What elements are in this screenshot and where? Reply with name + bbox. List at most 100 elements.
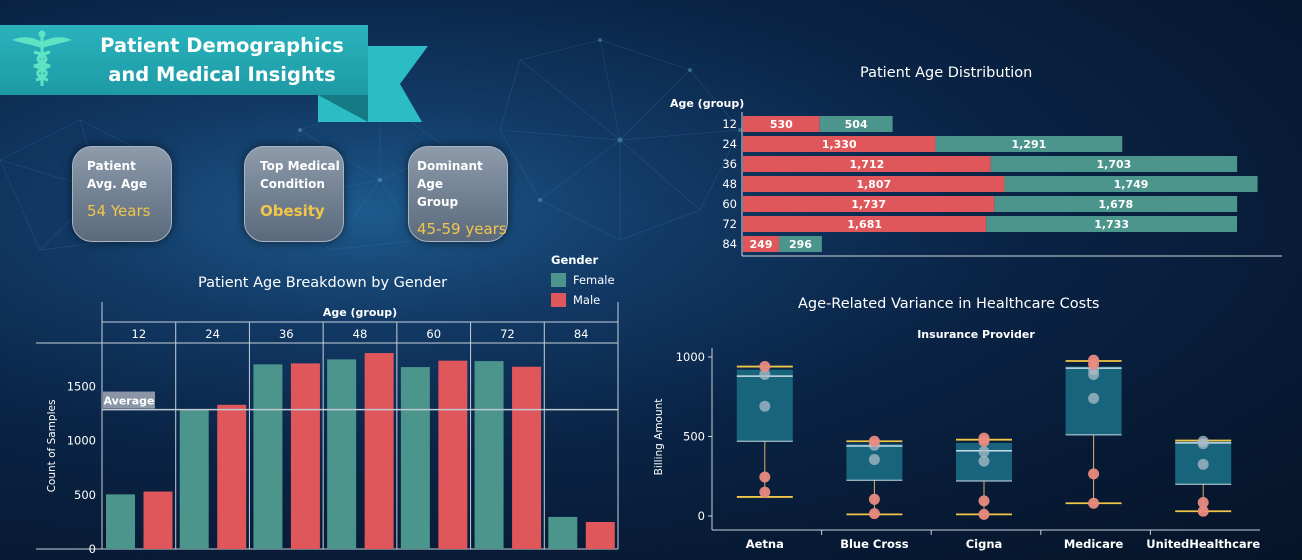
y-tick-label: 1000 <box>67 434 96 448</box>
bar-male <box>585 522 615 549</box>
data-point <box>759 400 771 412</box>
x-axis-title: Age (group) <box>323 306 397 319</box>
kpi-label: Top Medical Condition <box>260 159 340 191</box>
x-tick-label: UnitedHealthcare <box>1146 537 1260 551</box>
bar-segment-female <box>935 136 1123 152</box>
y-tick-label: 500 <box>74 488 96 502</box>
bar-male <box>364 353 394 549</box>
bar-segment-female <box>1004 176 1258 192</box>
y-tick-label: 500 <box>683 430 705 444</box>
legend-item-male: Male <box>551 293 615 307</box>
kpi-card-dominant-age: Dominant Age Group 45-59 years <box>408 146 508 242</box>
kpi-label: Patient Avg. Age <box>87 159 148 191</box>
bar-segment-male <box>743 176 1005 192</box>
x-tick-label: 84 <box>574 327 589 341</box>
y-tick-label: 0 <box>89 542 96 556</box>
data-label: 1,737 <box>851 198 886 211</box>
gender-breakdown-chart: Age (group) Count of Samples 0 500 1000 1500 1… <box>36 302 619 556</box>
x-tick-label: Medicare <box>1064 537 1124 551</box>
data-point <box>868 435 880 447</box>
kpi-card-top-condition: Top Medical Condition Obesity <box>244 146 344 242</box>
data-point <box>868 454 880 466</box>
data-label: 504 <box>845 118 868 131</box>
y-tick-label: 36 <box>722 157 737 171</box>
data-point <box>759 471 771 483</box>
bar-segment-female <box>990 156 1238 172</box>
data-label: 1,291 <box>1011 138 1046 151</box>
data-point <box>1088 497 1100 509</box>
age-distribution-chart: Age (group) 12 530 504 24 1,330 1,291 36 1,712 1,… <box>670 97 1282 257</box>
kpi-label: Dominant Age Group <box>417 159 483 209</box>
kpi-value: Obesity <box>260 202 325 220</box>
bar-male <box>217 404 247 549</box>
bar-segment-male <box>743 116 820 132</box>
data-label: 1,749 <box>1114 178 1149 191</box>
age-distribution-title: Patient Age Distribution <box>860 65 1033 81</box>
x-tick-label: 48 <box>353 327 368 341</box>
legend-item-female: Female <box>551 273 615 287</box>
data-label: 1,678 <box>1098 198 1133 211</box>
y-tick-label: 48 <box>722 177 737 191</box>
x-tick-label: 36 <box>279 327 294 341</box>
bar-female <box>400 367 430 549</box>
bar-segment-female <box>779 236 822 252</box>
bar-segment-female <box>986 216 1238 232</box>
x-tick-label: Aetna <box>746 537 784 551</box>
average-label-box <box>103 391 155 409</box>
y-tick-label: 60 <box>722 197 737 211</box>
data-label: 1,681 <box>847 218 882 231</box>
title-banner <box>0 25 368 95</box>
data-point <box>759 361 771 373</box>
data-point <box>1197 435 1209 447</box>
y-tick-label: 1500 <box>67 379 96 393</box>
legend-swatch <box>551 293 566 307</box>
bar-segment-male <box>743 136 936 152</box>
cost-variance-chart: Insurance Provider Billing Amount 0 500 1000… <box>653 328 1260 551</box>
data-label: 1,703 <box>1097 158 1132 171</box>
data-point <box>759 368 771 380</box>
y-tick-label: 24 <box>722 137 737 151</box>
x-tick-label: 60 <box>426 327 441 341</box>
dashboard-title: Patient Demographics and Medical Insight… <box>100 34 344 86</box>
data-point <box>868 508 880 520</box>
data-label: 249 <box>750 238 773 251</box>
bar-female <box>106 494 135 549</box>
bar-female <box>474 361 504 549</box>
data-label: 1,712 <box>849 158 884 171</box>
y-axis-title: Count of Samples <box>46 400 58 493</box>
gender-legend: Gender Female Male <box>551 253 615 313</box>
average-label: Average <box>104 395 155 408</box>
data-label: 1,330 <box>822 138 857 151</box>
gender-breakdown-title: Patient Age Breakdown by Gender <box>198 275 448 291</box>
data-point <box>1088 392 1100 404</box>
bar-segment-male <box>743 236 780 252</box>
legend-title: Gender <box>551 253 599 267</box>
data-label: 1,807 <box>856 178 891 191</box>
y-tick-label: 1000 <box>676 350 705 364</box>
cost-variance-title: Age-Related Variance in Healthcare Costs <box>798 296 1100 312</box>
kpi-card-avg-age: Patient Avg. Age 54 Years <box>72 146 172 242</box>
data-point <box>1197 496 1209 508</box>
bar-male <box>143 491 173 549</box>
x-tick-label: 24 <box>205 327 220 341</box>
bar-segment-male <box>743 196 995 212</box>
data-label: 1,733 <box>1094 218 1129 231</box>
x-axis-title: Insurance Provider <box>917 328 1035 341</box>
bar-male <box>512 366 542 549</box>
data-label: 530 <box>770 118 793 131</box>
y-tick-label: 12 <box>722 117 737 131</box>
data-point <box>978 432 990 444</box>
bar-female <box>548 516 578 549</box>
data-point <box>1088 354 1100 366</box>
y-tick-label: 72 <box>722 217 737 231</box>
bar-male <box>438 360 468 549</box>
data-point <box>978 446 990 458</box>
data-point <box>1197 458 1209 470</box>
data-label: 296 <box>789 238 812 251</box>
bar-segment-male <box>743 156 991 172</box>
bar-segment-male <box>743 216 987 232</box>
data-point <box>868 493 880 505</box>
data-point <box>978 455 990 467</box>
data-point <box>978 495 990 507</box>
bar-female <box>179 409 209 549</box>
